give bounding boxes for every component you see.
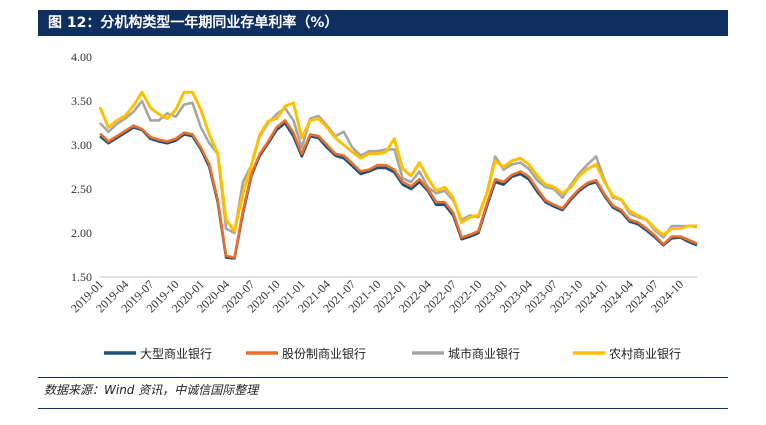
legend-label: 股份制商业银行 (282, 346, 366, 361)
series-line-2 (99, 99, 698, 239)
legend-label: 城市商业银行 (448, 346, 520, 361)
legend: 大型商业银行 股份制商业银行 城市商业银行 农村商业银行 (104, 346, 681, 361)
data-source-note: 数据来源：Wind 资讯，中诚信国际整理 (44, 383, 259, 397)
legend-label: 农村商业银行 (609, 346, 681, 361)
y-tick-label: 3.50 (71, 94, 92, 108)
y-tick-label: 1.50 (71, 270, 92, 284)
series-lines (98, 90, 698, 260)
y-axis: 4.00 3.50 3.00 2.50 2.00 1.50 (71, 50, 92, 284)
y-tick-label: 3.00 (71, 138, 92, 152)
y-tick-label: 4.00 (71, 50, 92, 64)
x-axis: 2019-012019-042019-072019-102020-012020-… (68, 276, 697, 315)
legend-label: 大型商业银行 (140, 346, 212, 361)
source-divider (38, 377, 728, 378)
series-line-1 (99, 119, 698, 259)
figure-title: 图 12：分机构类型一年期同业存单利率（%） (38, 10, 728, 36)
y-tick-label: 2.00 (71, 226, 92, 240)
bottom-divider (38, 408, 728, 409)
series-line-3 (98, 90, 697, 237)
y-tick-label: 2.50 (71, 182, 92, 196)
series-line-0 (99, 121, 698, 260)
